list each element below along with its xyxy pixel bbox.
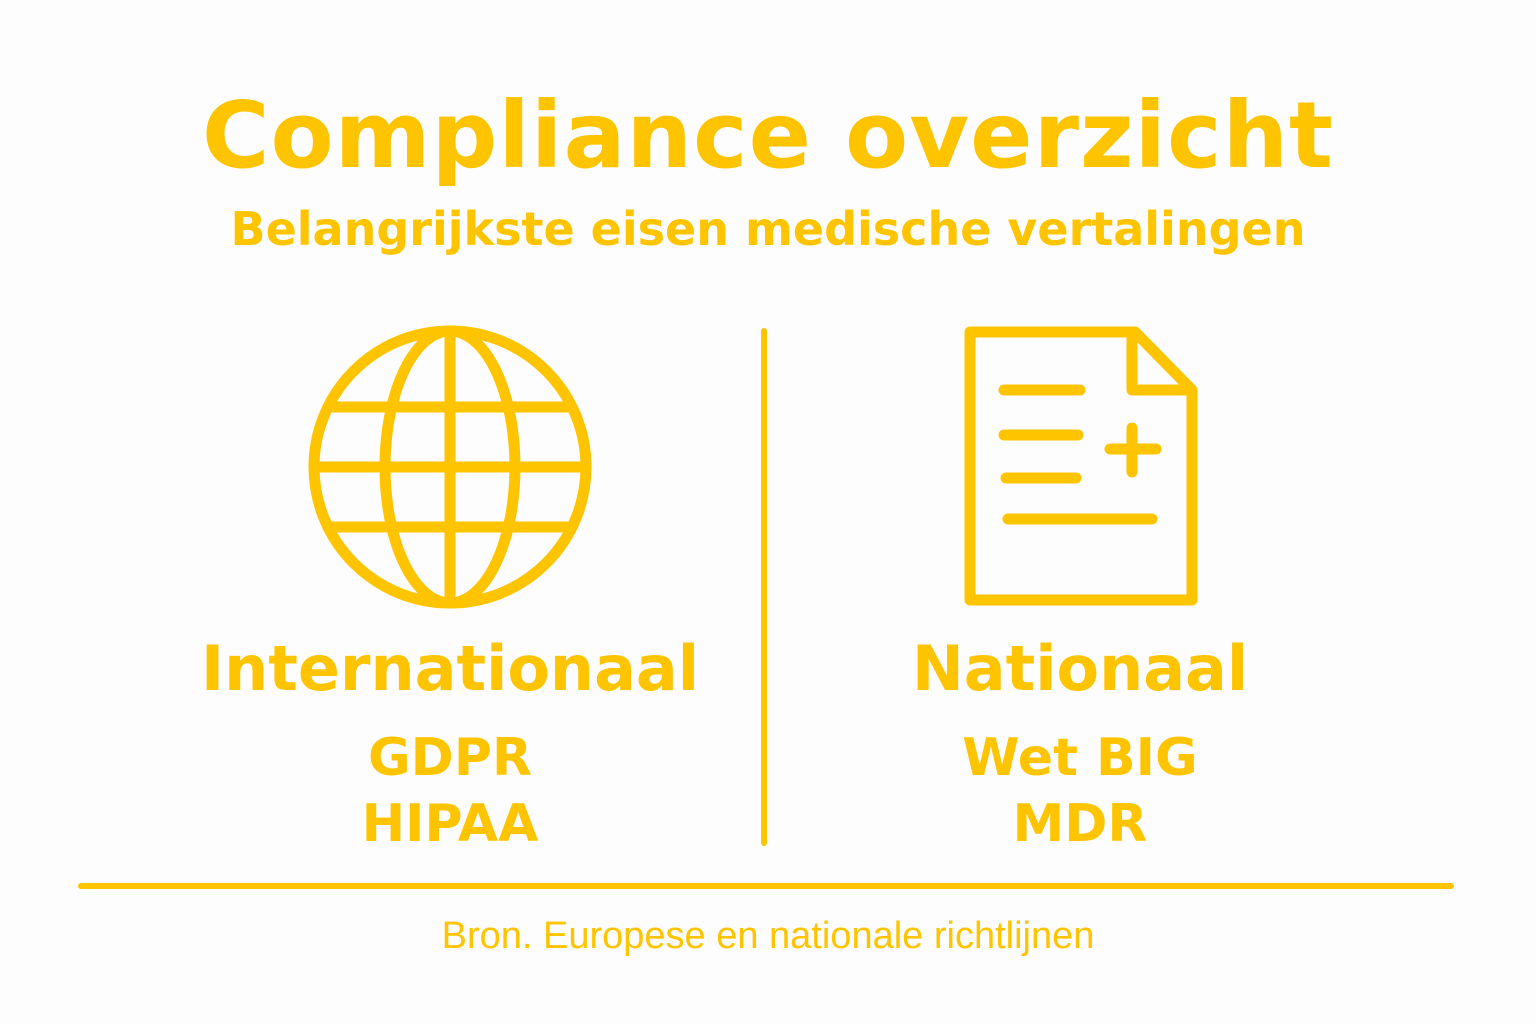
- international-heading: Internationaal: [201, 632, 699, 705]
- list-item: MDR: [1012, 794, 1148, 854]
- list-item: Wet BIG: [962, 728, 1198, 788]
- medical-document-icon: [964, 326, 1198, 606]
- globe-icon: [308, 325, 592, 609]
- national-heading: Nationaal: [911, 632, 1249, 705]
- page-title: Compliance overzicht: [201, 82, 1335, 189]
- source-footer: Bron. Europese en nationale richtlijnen: [441, 915, 1095, 957]
- vertical-divider: [761, 328, 767, 846]
- horizontal-divider: [78, 883, 1454, 889]
- international-list: GDPR HIPAA: [150, 725, 750, 857]
- national-list: Wet BIG MDR: [780, 725, 1380, 857]
- list-item: HIPAA: [361, 794, 539, 854]
- page-subtitle: Belangrijkste eisen medische vertalingen: [230, 202, 1306, 256]
- list-item: GDPR: [368, 728, 532, 788]
